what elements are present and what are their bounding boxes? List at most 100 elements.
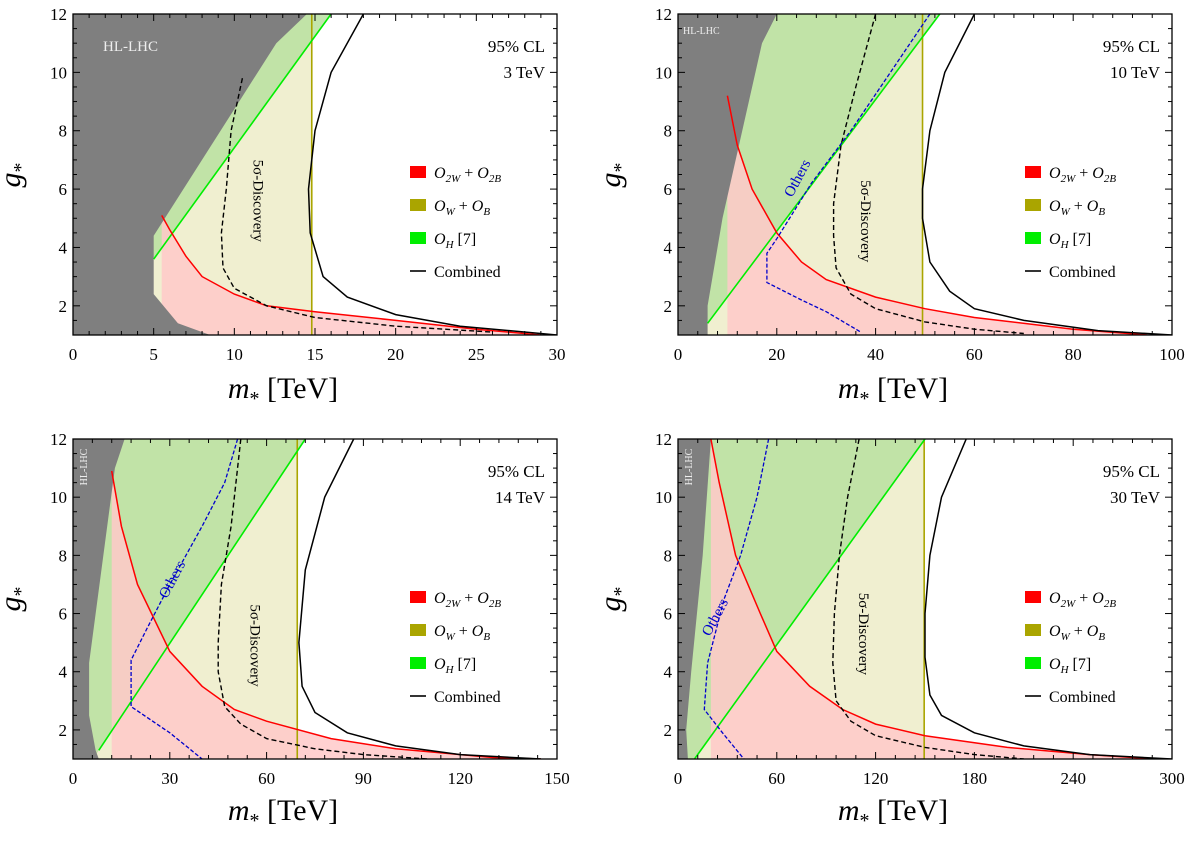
axis-ticks (677, 438, 1173, 760)
y-tick-label: 4 (664, 238, 673, 257)
o2w-o2b-region (161, 215, 541, 335)
legend-item-oh: OH [7] (434, 231, 476, 251)
legend-item-o2w: O2W + O2B (434, 590, 501, 610)
y-axis-title: g* (594, 163, 632, 188)
hl-lhc-region (678, 14, 777, 335)
o2w-o2b-curve (161, 215, 541, 335)
legend-item-ow: OW + OB (434, 198, 490, 218)
legend: O2W + O2B OW + OB OH [7] Combined (1025, 590, 1116, 706)
oh-line (98, 439, 306, 751)
discovery-label: 5σ-Discovery (857, 180, 873, 263)
x-tick-label: 80 (1065, 345, 1082, 364)
discovery-label: 5σ-Discovery (250, 160, 266, 243)
y-tick-label: 4 (59, 663, 68, 682)
x-tick-label: 240 (1060, 769, 1086, 788)
y-tick-label: 12 (655, 430, 672, 449)
y-tick-label: 4 (664, 663, 673, 682)
o2w-o2b-curve (710, 439, 1156, 759)
y-axis-title: g* (594, 587, 632, 612)
energy-label: 10 TeV (1110, 63, 1161, 82)
hl-lhc-label: HL-LHC (683, 26, 720, 37)
legend-item-oh: OH [7] (1049, 231, 1091, 251)
y-tick-label: 6 (664, 605, 673, 624)
legend-swatch-o2w (1025, 166, 1041, 178)
x-tick-label: 150 (544, 769, 570, 788)
y-axis-title: g* (0, 163, 32, 188)
legend: O2W + O2B OW + OB OH [7] Combined (1025, 165, 1116, 281)
y-axis-title: g* (0, 587, 32, 612)
legend: O2W + O2B OW + OB OH [7] Combined (410, 590, 501, 706)
plot-area: HL-LHC 5σ-Discovery (73, 14, 557, 335)
y-tick-label: 2 (59, 721, 68, 740)
y-tick-label: 4 (59, 238, 68, 257)
y-tick-label: 12 (50, 430, 67, 449)
oh-line (693, 439, 926, 759)
x-axis-title: m* [TeV] (228, 794, 338, 832)
energy-label: 3 TeV (504, 63, 546, 82)
y-tick-label: 8 (664, 546, 673, 565)
oh-region (73, 439, 557, 759)
discovery-label: 5σ-Discovery (246, 604, 262, 687)
legend-item-combined: Combined (434, 264, 501, 281)
legend-swatch-ow (410, 199, 426, 211)
y-tick-label: 2 (59, 297, 68, 316)
y-tick-label: 10 (655, 63, 672, 82)
combined-curve (298, 439, 541, 759)
legend-swatch-ow (410, 624, 426, 636)
energy-label: 14 TeV (495, 488, 546, 507)
o2w-o2b-region (710, 439, 1156, 759)
o2w-o2b-curve (110, 470, 541, 759)
legend-swatch-o2w (410, 591, 426, 603)
legend-item-oh: OH [7] (1049, 656, 1091, 676)
y-tick-label: 8 (664, 122, 673, 141)
others-curve (703, 439, 770, 759)
legend-swatch-ow (1025, 199, 1041, 211)
legend-item-combined: Combined (1049, 264, 1116, 281)
others-curve (766, 14, 931, 333)
x-tick-label: 25 (468, 345, 485, 364)
cl-label: 95% CL (1103, 462, 1160, 481)
x-tick-label: 100 (1159, 345, 1185, 364)
cl-label: 95% CL (488, 37, 545, 56)
y-tick-label: 6 (59, 605, 68, 624)
y-tick-label: 10 (50, 63, 67, 82)
x-tick-label: 30 (549, 345, 566, 364)
discovery-curve (217, 439, 428, 759)
legend-swatch-oh (410, 657, 426, 669)
legend-item-combined: Combined (434, 689, 501, 706)
y-tick-label: 6 (664, 180, 673, 199)
hl-lhc-label: HL-LHC (684, 448, 695, 485)
x-tick-label: 15 (307, 345, 324, 364)
hl-lhc-region (678, 439, 711, 759)
combined-curve (924, 439, 1172, 759)
x-tick-label: 0 (69, 769, 78, 788)
x-tick-label: 40 (867, 345, 884, 364)
legend-swatch-oh (1025, 657, 1041, 669)
legend-item-combined: Combined (1049, 689, 1116, 706)
o2w-o2b-curve (726, 95, 1148, 335)
x-tick-label: 180 (962, 769, 988, 788)
y-tick-label: 12 (655, 5, 672, 24)
legend-item-o2w: O2W + O2B (1049, 590, 1116, 610)
legend-item-o2w: O2W + O2B (434, 165, 501, 185)
hl-lhc-region (73, 439, 125, 759)
energy-label: 30 TeV (1110, 488, 1161, 507)
x-tick-label: 0 (674, 769, 683, 788)
x-tick-label: 20 (387, 345, 404, 364)
x-tick-label: 5 (149, 345, 158, 364)
hl-lhc-label: HL-LHC (103, 39, 158, 55)
x-tick-label: 90 (355, 769, 372, 788)
legend-swatch-o2w (1025, 591, 1041, 603)
x-tick-label: 60 (768, 769, 785, 788)
oh-line (153, 14, 332, 260)
legend-swatch-oh (1025, 232, 1041, 244)
legend-item-ow: OW + OB (1049, 198, 1105, 218)
y-tick-label: 10 (50, 488, 67, 507)
x-axis-title: m* [TeV] (838, 794, 948, 832)
